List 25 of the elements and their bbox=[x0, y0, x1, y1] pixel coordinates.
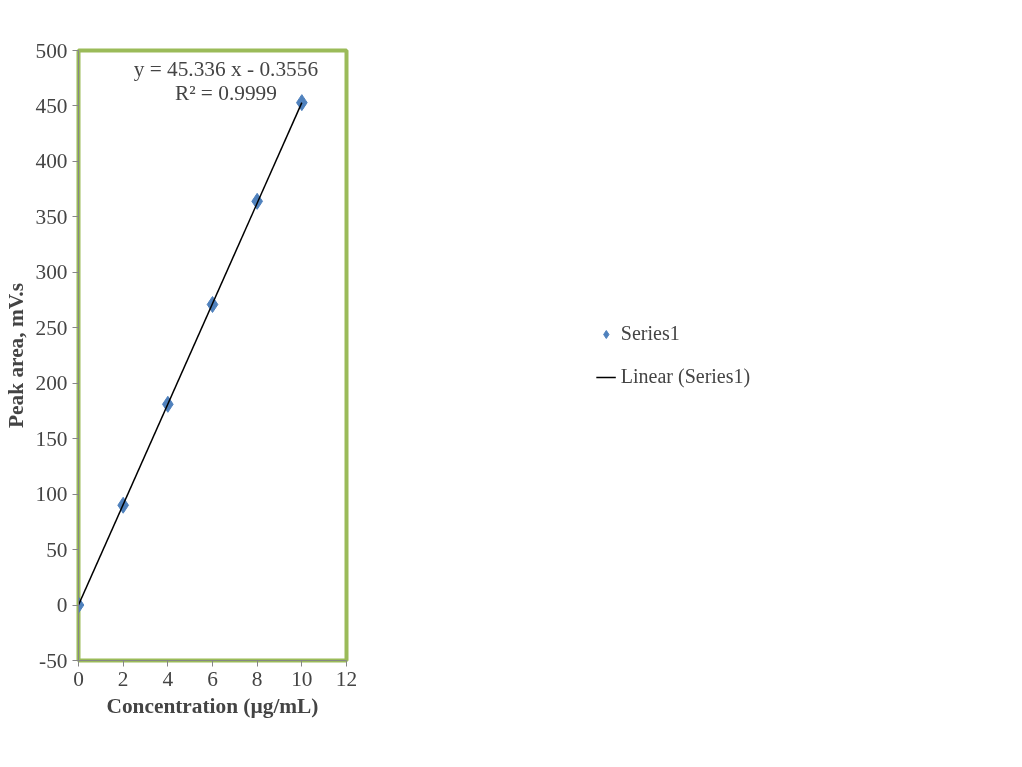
y-tick-label: 450 bbox=[35, 93, 68, 118]
x-tick-label: 6 bbox=[207, 666, 219, 691]
x-tick-label: 4 bbox=[162, 666, 174, 691]
y-tick-label: 50 bbox=[46, 537, 68, 562]
x-axis-title: Concentration (µg/mL) bbox=[106, 693, 319, 718]
y-tick-label: 350 bbox=[35, 204, 68, 229]
x-tick-label: 8 bbox=[251, 666, 263, 691]
annotation: y = 45.336 x - 0.3556 bbox=[133, 56, 319, 81]
y-tick-label: 100 bbox=[35, 482, 68, 507]
y-tick-label: -50 bbox=[39, 648, 68, 673]
x-tick-label: 12 bbox=[335, 666, 358, 691]
legend-label: Linear (Series1) bbox=[620, 365, 751, 388]
y-tick-label: 200 bbox=[35, 371, 68, 396]
x-tick-label: 0 bbox=[73, 666, 84, 691]
x-tick-label: 2 bbox=[117, 666, 129, 691]
legend-label: Series1 bbox=[620, 322, 680, 345]
y-tick-label: 500 bbox=[35, 38, 68, 63]
y-tick-label: 400 bbox=[35, 149, 68, 174]
y-axis-title: Peak area, mV.s bbox=[3, 283, 28, 428]
y-tick-label: 150 bbox=[35, 426, 68, 451]
x-tick-label: 10 bbox=[291, 666, 313, 691]
y-tick-label: 0 bbox=[56, 593, 68, 618]
annotation: R² = 0.9999 bbox=[174, 80, 277, 105]
y-tick-label: 250 bbox=[35, 315, 68, 340]
y-tick-label: 300 bbox=[35, 260, 68, 285]
